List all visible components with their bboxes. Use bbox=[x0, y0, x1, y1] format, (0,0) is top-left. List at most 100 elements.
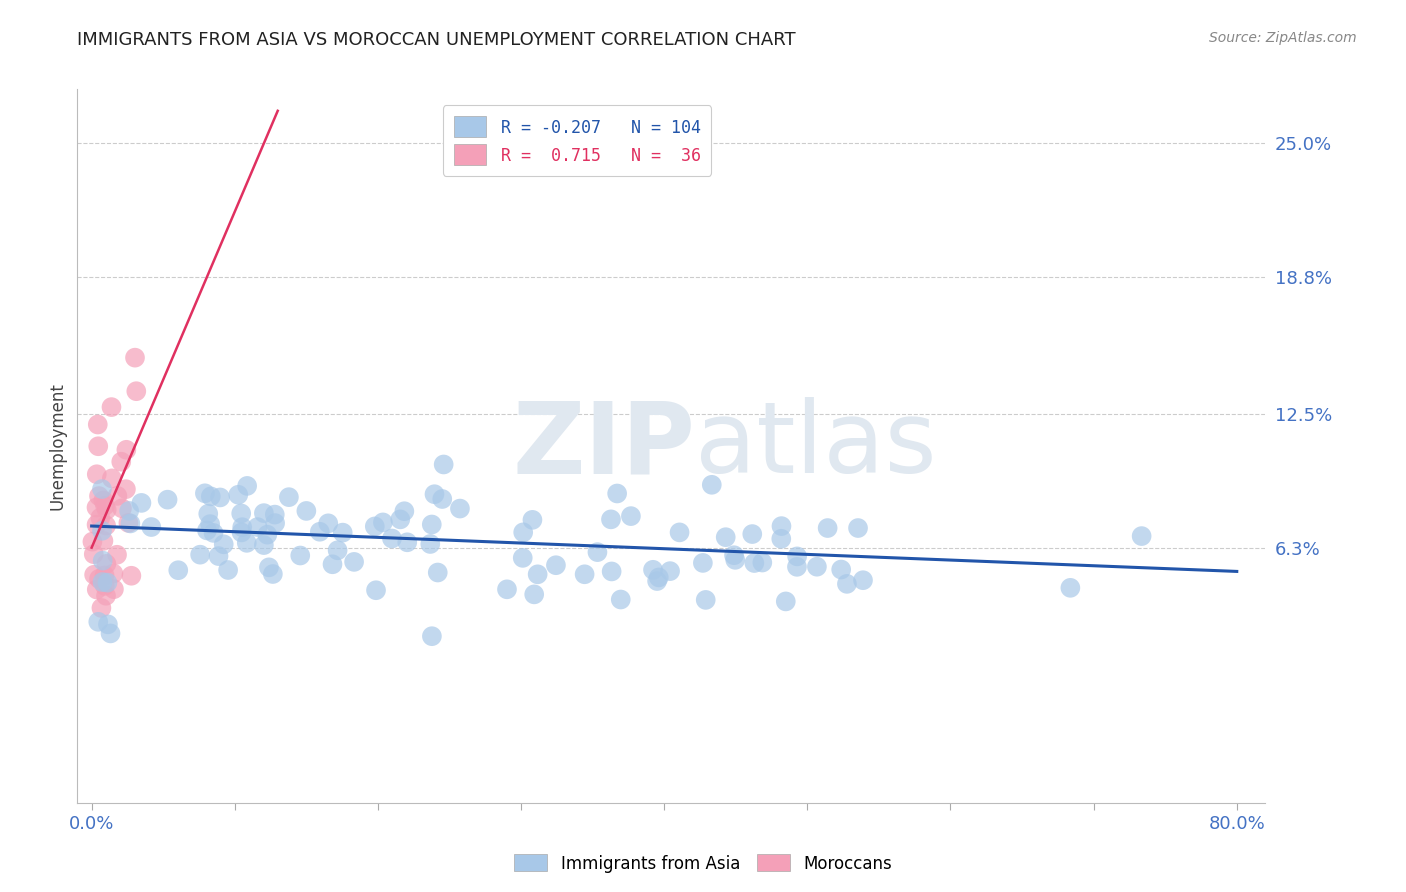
Point bbox=[124, 351, 146, 365]
Point bbox=[496, 582, 519, 597]
Point bbox=[236, 536, 259, 550]
Point bbox=[852, 573, 875, 587]
Text: IMMIGRANTS FROM ASIA VS MOROCCAN UNEMPLOYMENT CORRELATION CHART: IMMIGRANTS FROM ASIA VS MOROCCAN UNEMPLO… bbox=[77, 31, 796, 49]
Point bbox=[231, 525, 253, 540]
Point bbox=[93, 568, 115, 582]
Point bbox=[668, 525, 690, 540]
Point bbox=[600, 512, 623, 526]
Point bbox=[105, 489, 128, 503]
Point bbox=[94, 579, 117, 593]
Point bbox=[202, 525, 225, 540]
Point bbox=[103, 566, 125, 581]
Point bbox=[117, 516, 139, 530]
Point bbox=[91, 493, 114, 508]
Point bbox=[692, 556, 714, 570]
Point bbox=[87, 615, 110, 629]
Point bbox=[332, 525, 354, 540]
Point bbox=[381, 532, 404, 546]
Point bbox=[751, 556, 773, 570]
Point bbox=[231, 520, 253, 534]
Point bbox=[316, 516, 339, 531]
Point bbox=[200, 489, 222, 503]
Point bbox=[89, 510, 111, 524]
Point bbox=[544, 558, 567, 573]
Point bbox=[156, 492, 179, 507]
Point bbox=[194, 486, 217, 500]
Point bbox=[118, 504, 141, 518]
Point bbox=[96, 557, 118, 571]
Point bbox=[82, 534, 104, 549]
Y-axis label: Unemployment: Unemployment bbox=[48, 382, 66, 510]
Point bbox=[86, 467, 108, 482]
Point bbox=[426, 566, 449, 580]
Point bbox=[111, 501, 134, 516]
Point bbox=[432, 491, 454, 506]
Point bbox=[94, 499, 117, 513]
Point bbox=[308, 524, 330, 539]
Point bbox=[835, 577, 858, 591]
Point bbox=[396, 535, 419, 549]
Point bbox=[86, 582, 108, 597]
Point bbox=[786, 559, 808, 574]
Point bbox=[741, 527, 763, 541]
Point bbox=[195, 524, 218, 538]
Point bbox=[830, 562, 852, 576]
Point bbox=[449, 501, 471, 516]
Point bbox=[188, 548, 211, 562]
Point bbox=[86, 500, 108, 515]
Point bbox=[197, 507, 219, 521]
Point bbox=[1130, 529, 1153, 543]
Point bbox=[87, 439, 110, 453]
Point bbox=[96, 575, 118, 590]
Point bbox=[659, 564, 682, 578]
Point bbox=[91, 524, 114, 538]
Point bbox=[817, 521, 839, 535]
Point bbox=[523, 587, 546, 601]
Point bbox=[806, 559, 828, 574]
Point bbox=[120, 568, 142, 582]
Point bbox=[101, 471, 124, 485]
Legend: Immigrants from Asia, Moroccans: Immigrants from Asia, Moroccans bbox=[508, 847, 898, 880]
Point bbox=[141, 520, 163, 534]
Point bbox=[263, 508, 285, 522]
Point bbox=[105, 548, 128, 562]
Point bbox=[775, 594, 797, 608]
Point bbox=[253, 506, 276, 520]
Point bbox=[744, 556, 766, 570]
Point bbox=[90, 601, 112, 615]
Point bbox=[770, 519, 793, 533]
Point bbox=[364, 519, 387, 533]
Point bbox=[394, 504, 416, 518]
Text: ZIP: ZIP bbox=[512, 398, 695, 494]
Point bbox=[389, 512, 412, 526]
Point bbox=[91, 482, 114, 496]
Point bbox=[253, 538, 276, 552]
Point bbox=[87, 572, 110, 586]
Point bbox=[419, 537, 441, 551]
Point bbox=[94, 589, 117, 603]
Point bbox=[115, 442, 138, 457]
Point bbox=[574, 567, 596, 582]
Point bbox=[231, 507, 253, 521]
Point bbox=[423, 487, 446, 501]
Point bbox=[512, 525, 534, 540]
Point bbox=[262, 567, 284, 582]
Point bbox=[264, 516, 287, 530]
Point bbox=[167, 563, 190, 577]
Point bbox=[846, 521, 869, 535]
Point bbox=[100, 400, 122, 414]
Point bbox=[212, 537, 235, 551]
Point bbox=[526, 567, 548, 582]
Point bbox=[695, 593, 717, 607]
Point bbox=[115, 482, 138, 496]
Point bbox=[87, 417, 110, 432]
Point bbox=[86, 517, 108, 532]
Point bbox=[131, 496, 153, 510]
Point bbox=[120, 516, 142, 531]
Point bbox=[371, 516, 394, 530]
Point bbox=[641, 563, 664, 577]
Point bbox=[103, 582, 125, 597]
Point bbox=[87, 489, 110, 503]
Point bbox=[586, 545, 609, 559]
Point bbox=[723, 548, 745, 562]
